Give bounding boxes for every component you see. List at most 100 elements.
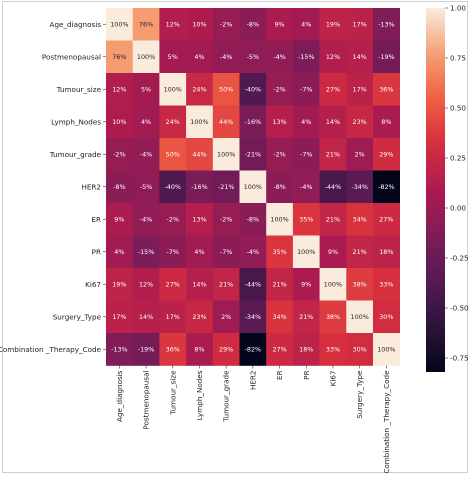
heatmap-cell-5-2 bbox=[159, 170, 187, 204]
heatmap-cell-0-3 bbox=[186, 8, 214, 41]
heatmap-cell-10-2 bbox=[159, 333, 187, 366]
cell-annotation-4-9: 2% bbox=[355, 150, 365, 158]
heatmap-cell-4-3 bbox=[186, 138, 214, 171]
cell-annotation-8-1: 12% bbox=[139, 280, 153, 288]
cell-annotation-1-3: 4% bbox=[194, 53, 204, 61]
cell-annotation-0-1: 76% bbox=[139, 20, 153, 28]
cell-annotation-1-9: 14% bbox=[353, 53, 367, 61]
y-tick-label: Tumour_size bbox=[56, 85, 102, 94]
y-tick-label: Age_diagnosis bbox=[50, 20, 102, 29]
heatmap-cell-2-4 bbox=[212, 73, 240, 106]
cell-annotation-10-1: -19% bbox=[138, 345, 155, 353]
x-tick-label: Postmenopausal bbox=[142, 371, 151, 430]
heatmap-cell-1-7 bbox=[292, 40, 320, 74]
heatmap-cell-3-3 bbox=[186, 105, 214, 139]
heatmap-cell-1-1 bbox=[132, 40, 160, 74]
cell-annotation-6-10: 27% bbox=[379, 215, 393, 223]
cell-annotation-0-3: 10% bbox=[192, 20, 206, 28]
cell-annotation-4-6: -2% bbox=[273, 150, 285, 158]
heatmap-cell-10-8 bbox=[319, 333, 347, 366]
heatmap-cell-6-9 bbox=[346, 203, 374, 236]
heatmap-cell-6-1 bbox=[132, 203, 160, 236]
heatmap-cell-10-6 bbox=[266, 333, 294, 366]
heatmap-cell-6-2 bbox=[159, 203, 187, 236]
cell-annotation-4-0: -2% bbox=[113, 150, 125, 158]
cell-annotation-1-5: -5% bbox=[247, 53, 259, 61]
heatmap-cell-5-3 bbox=[186, 170, 214, 204]
cell-annotation-1-2: 5% bbox=[168, 53, 178, 61]
heatmap-cell-5-0 bbox=[106, 170, 133, 204]
heatmap-cell-0-0 bbox=[106, 8, 133, 41]
heatmap-cell-0-1 bbox=[132, 8, 160, 41]
cell-annotation-10-7: 18% bbox=[299, 345, 313, 353]
cell-annotation-6-1: -4% bbox=[140, 215, 152, 223]
cell-annotation-5-8: -44% bbox=[325, 183, 342, 191]
cell-annotation-6-6: 100% bbox=[270, 215, 288, 223]
heatmap-cell-1-2 bbox=[159, 40, 187, 74]
cell-annotation-8-2: 27% bbox=[166, 280, 180, 288]
heatmap-cell-4-0 bbox=[106, 138, 133, 171]
heatmap-cell-7-2 bbox=[159, 235, 187, 269]
cell-annotation-8-7: 9% bbox=[301, 280, 311, 288]
cell-annotation-9-6: 34% bbox=[272, 313, 286, 321]
cell-annotation-1-10: -19% bbox=[378, 53, 395, 61]
cell-annotation-10-6: 27% bbox=[272, 345, 286, 353]
x-tick-label: HER2 bbox=[248, 371, 257, 391]
heatmap-cell-4-9 bbox=[346, 138, 374, 171]
cell-annotation-4-2: 50% bbox=[166, 150, 180, 158]
heatmap-cell-8-4 bbox=[212, 268, 240, 301]
cell-annotation-4-4: 100% bbox=[217, 150, 235, 158]
heatmap-cell-6-7 bbox=[292, 203, 320, 236]
heatmap-cell-0-8 bbox=[319, 8, 347, 41]
heatmap-cell-4-6 bbox=[266, 138, 294, 171]
heatmap-cell-8-8 bbox=[319, 268, 347, 301]
heatmap-cell-3-0 bbox=[106, 105, 133, 139]
cell-annotation-10-2: 36% bbox=[166, 345, 180, 353]
y-tick-label: Surgery_Type bbox=[53, 312, 102, 321]
heatmap-cell-10-0 bbox=[106, 333, 133, 366]
cell-annotation-2-0: 12% bbox=[112, 85, 126, 93]
cell-annotation-0-4: -2% bbox=[220, 20, 232, 28]
heatmap-cell-2-8 bbox=[319, 73, 347, 106]
y-tick-label: Ki67 bbox=[85, 280, 101, 289]
heatmap-cell-2-10 bbox=[373, 73, 400, 106]
heatmap-cell-6-4 bbox=[212, 203, 240, 236]
cell-annotation-6-5: -8% bbox=[247, 215, 259, 223]
colorbar-tick-label: 0.25 bbox=[450, 154, 466, 163]
cell-annotation-6-0: 9% bbox=[114, 215, 124, 223]
cell-annotation-8-4: 21% bbox=[219, 280, 233, 288]
heatmap-cell-1-4 bbox=[212, 40, 240, 74]
x-tick-label: PR bbox=[302, 371, 311, 380]
heatmap-cell-1-8 bbox=[319, 40, 347, 74]
cell-annotation-8-6: 21% bbox=[272, 280, 286, 288]
cell-annotation-7-0: 4% bbox=[114, 248, 124, 256]
heatmap-cell-7-3 bbox=[186, 235, 214, 269]
cell-annotation-4-3: 44% bbox=[192, 150, 206, 158]
heatmap-cell-6-0 bbox=[106, 203, 133, 236]
cell-annotation-9-5: -34% bbox=[245, 313, 262, 321]
cell-annotation-3-9: 23% bbox=[353, 118, 367, 126]
heatmap-cell-1-10 bbox=[373, 40, 400, 74]
heatmap-cell-7-8 bbox=[319, 235, 347, 269]
y-tick-label: Lymph_Nodes bbox=[51, 117, 101, 126]
heatmap-cell-7-5 bbox=[239, 235, 267, 269]
cell-annotation-1-4: -4% bbox=[220, 53, 232, 61]
cell-annotation-8-3: 14% bbox=[192, 280, 206, 288]
cell-annotation-3-1: 4% bbox=[141, 118, 151, 126]
cell-annotation-2-1: 5% bbox=[141, 85, 151, 93]
cell-annotation-8-0: 19% bbox=[112, 280, 126, 288]
cell-annotation-0-10: -13% bbox=[378, 20, 395, 28]
heatmap-cell-9-4 bbox=[212, 300, 240, 334]
cell-annotation-9-1: 14% bbox=[139, 313, 153, 321]
heatmap-cell-0-4 bbox=[212, 8, 240, 41]
heatmap-cell-1-5 bbox=[239, 40, 267, 74]
heatmap-cell-2-0 bbox=[106, 73, 133, 106]
heatmap-cell-1-3 bbox=[186, 40, 214, 74]
cell-annotation-9-2: 17% bbox=[166, 313, 180, 321]
cell-annotation-5-1: -5% bbox=[140, 183, 152, 191]
cell-annotation-4-10: 29% bbox=[379, 150, 393, 158]
cell-annotation-0-8: 19% bbox=[326, 20, 340, 28]
cell-annotation-3-5: -16% bbox=[245, 118, 262, 126]
heatmap-cell-2-2 bbox=[159, 73, 187, 106]
